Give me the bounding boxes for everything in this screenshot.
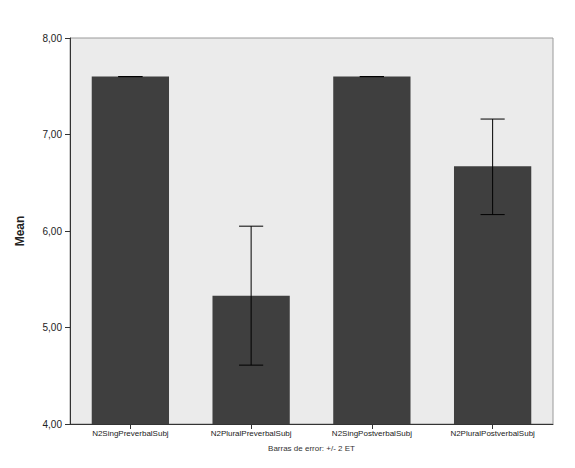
svg-text:N2PluralPostverbalSubj: N2PluralPostverbalSubj bbox=[450, 429, 535, 438]
svg-text:7,00: 7,00 bbox=[43, 129, 63, 140]
svg-text:N2PluralPreverbalSubj: N2PluralPreverbalSubj bbox=[211, 429, 292, 438]
svg-text:Mean: Mean bbox=[13, 216, 27, 247]
svg-text:5,00: 5,00 bbox=[43, 322, 63, 333]
svg-text:Barras de error: +/- 2 ET: Barras de error: +/- 2 ET bbox=[268, 444, 355, 453]
svg-text:6,00: 6,00 bbox=[43, 226, 63, 237]
svg-text:4,00: 4,00 bbox=[43, 419, 63, 430]
svg-text:N2SingPreverbalSubj: N2SingPreverbalSubj bbox=[92, 429, 169, 438]
svg-text:8,00: 8,00 bbox=[43, 33, 63, 44]
svg-text:N2SingPostverbalSubj: N2SingPostverbalSubj bbox=[332, 429, 412, 438]
